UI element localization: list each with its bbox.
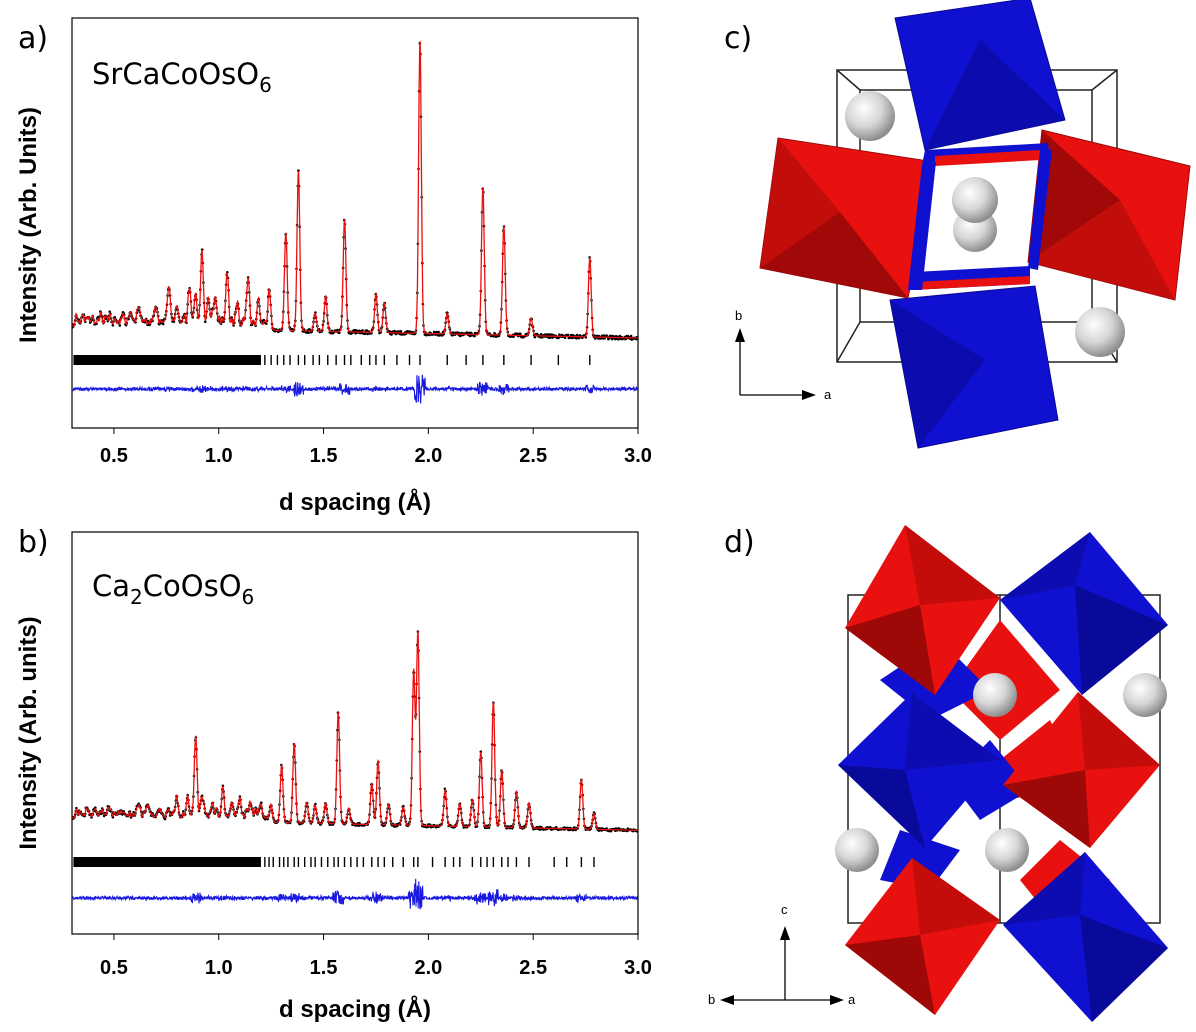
red-octahedron-left — [759, 137, 936, 299]
red-octahedron — [1003, 692, 1160, 848]
blue-octahedron-edge — [908, 162, 936, 290]
calculated-profile — [72, 630, 638, 831]
compound-label-b: Ca2CoOsO6 — [92, 569, 254, 609]
x-tick-label: 1.0 — [205, 957, 233, 979]
axis-label-b: b — [735, 308, 742, 323]
x-tick-label: 0.5 — [100, 957, 128, 979]
x-tick-label: 1.5 — [310, 445, 338, 467]
panel-label-c: c) — [724, 21, 752, 56]
panel-c: c) — [724, 0, 1191, 449]
plot-frame-b — [71, 531, 639, 935]
x-tick-label: 3.0 — [624, 957, 652, 979]
axis-indicator-c: b a — [735, 308, 832, 402]
plot-frame-a — [71, 17, 639, 429]
atom-sphere — [1075, 307, 1125, 357]
observed-point — [437, 330, 440, 334]
observed-point — [182, 810, 185, 813]
red-octahedron-right — [1027, 129, 1191, 301]
axis-indicator-d: c b a — [708, 902, 856, 1007]
observed-point — [399, 330, 403, 333]
x-tick-label: 1.5 — [310, 957, 338, 979]
panel-label-b: b) — [18, 525, 49, 560]
x-tick-label: 2.5 — [519, 445, 547, 467]
difference-curve — [72, 878, 638, 910]
observed-point — [307, 331, 310, 335]
axis-label-b: b — [708, 992, 715, 1007]
observed-point — [363, 332, 367, 336]
observed-point — [94, 806, 97, 809]
blue-octahedron-edge — [1028, 150, 1052, 270]
axis-label-a: a — [824, 387, 832, 402]
observed-point — [102, 814, 106, 818]
reflection-markers — [73, 355, 591, 365]
blue-octahedron — [838, 693, 1000, 848]
x-axis-label-b: d spacing (Å) — [279, 995, 431, 1023]
y-axis-label-a: Intensity (Arb. Units) — [15, 107, 42, 343]
panel-b: b) Ca2CoOsO6 0.5 1.0 1.5 2.0 2.5 3.0 d spacin… — [15, 525, 652, 1023]
red-octahedron-edge — [935, 150, 1040, 166]
observed-point — [161, 322, 165, 326]
axis-label-a: a — [848, 992, 856, 1007]
atom-sphere — [835, 828, 879, 872]
observed-point — [265, 322, 268, 325]
observed-point — [124, 323, 128, 327]
observed-point — [610, 337, 614, 341]
blue-octahedron-bottom — [889, 285, 1059, 449]
red-octahedron-edge — [912, 276, 1030, 290]
observed-point — [539, 333, 543, 336]
x-ticks-b: 0.5 1.0 1.5 2.0 2.5 3.0 — [100, 934, 652, 979]
atom-sphere — [1123, 673, 1167, 717]
x-tick-label: 0.5 — [100, 445, 128, 467]
x-ticks-a: 0.5 1.0 1.5 2.0 2.5 3.0 — [100, 428, 652, 467]
x-axis-label-a: d spacing (Å) — [279, 488, 431, 516]
observed-point — [163, 817, 167, 821]
compound-label-a: SrCaCoOsO6 — [92, 57, 272, 97]
observed-point — [473, 334, 476, 338]
observed-point — [629, 334, 633, 338]
atom-sphere — [973, 673, 1017, 717]
observed-point — [533, 335, 537, 339]
observed-point — [204, 320, 207, 324]
calculated-profile — [72, 41, 638, 339]
x-tick-label: 2.5 — [519, 957, 547, 979]
panel-label-a: a) — [18, 21, 48, 56]
panel-a: a) SrCaCoOsO6 0.5 1.0 1.5 2.0 2.5 3.0 d spaci… — [15, 17, 652, 516]
axis-label-c: c — [781, 902, 788, 917]
blue-octahedron-top — [894, 0, 1066, 151]
blue-octahedron — [1003, 852, 1168, 1022]
observed-point — [361, 329, 364, 332]
panel-d: d) — [708, 525, 1168, 1022]
observed-point — [519, 332, 522, 336]
observed-point — [566, 333, 570, 337]
x-tick-label: 3.0 — [624, 445, 652, 467]
observed-point — [121, 813, 124, 816]
pattern-a — [72, 41, 638, 404]
observed-point — [111, 324, 115, 327]
observed-point — [77, 318, 81, 322]
panel-label-d: d) — [724, 525, 755, 560]
atom-sphere — [952, 177, 998, 223]
red-octahedron — [845, 858, 1000, 1015]
observed-point — [118, 324, 122, 327]
difference-curve — [72, 374, 638, 404]
x-tick-label: 1.0 — [205, 445, 233, 467]
observed-point — [108, 310, 111, 314]
x-tick-label: 2.0 — [414, 957, 442, 979]
atom-sphere — [845, 91, 895, 141]
reflection-markers — [73, 857, 595, 867]
y-axis-label-b: Intensity (Arb. units) — [15, 616, 42, 849]
pattern-b — [72, 630, 638, 910]
x-tick-label: 2.0 — [414, 445, 442, 467]
red-octahedron — [845, 525, 1000, 695]
atom-sphere — [985, 828, 1029, 872]
observed-points — [72, 630, 638, 833]
blue-octahedron — [1000, 532, 1168, 695]
